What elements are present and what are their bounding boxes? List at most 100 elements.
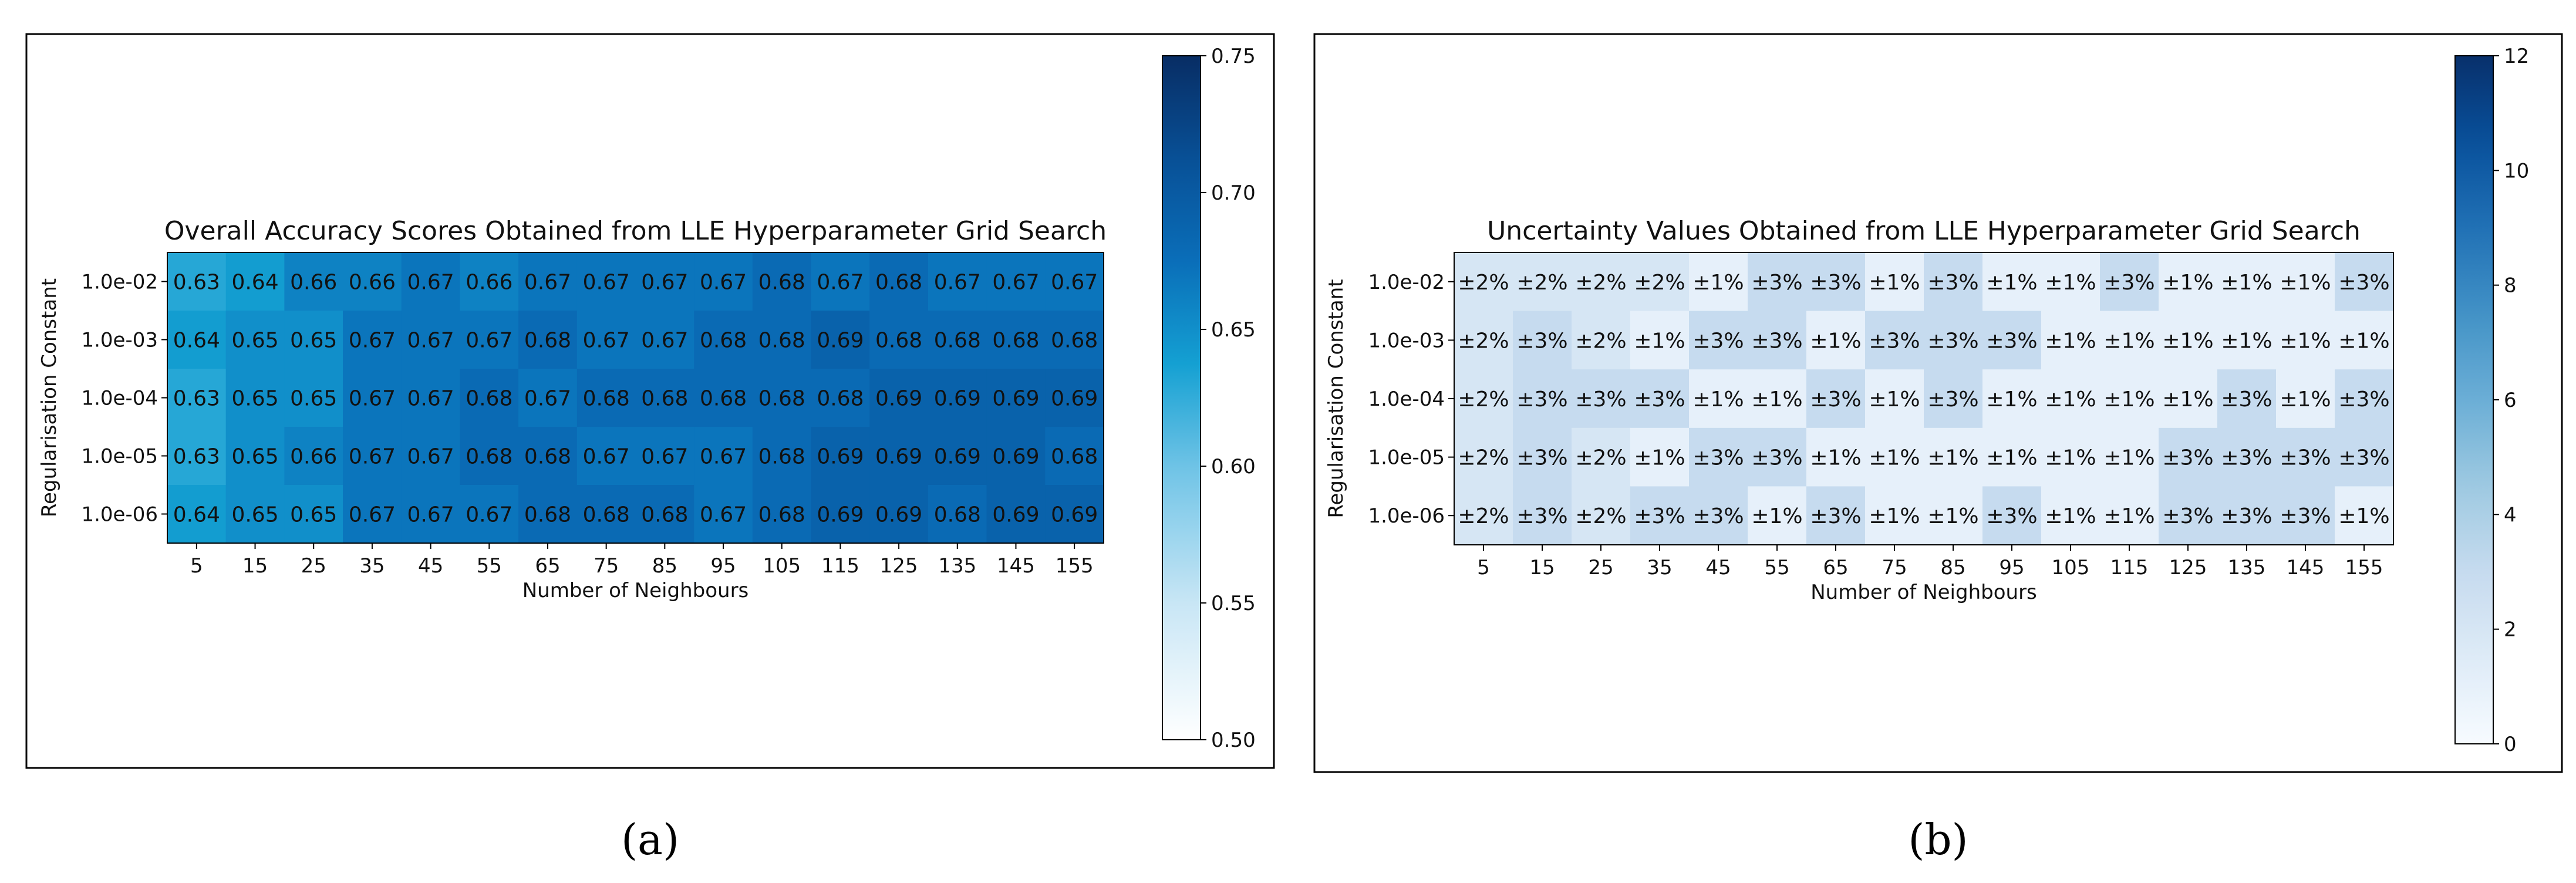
cell-value-label: 0.67 (466, 329, 512, 353)
cell-value-label: ±1% (1869, 387, 1920, 412)
cell-value-label: 0.67 (407, 387, 454, 411)
cell-value-label: 0.65 (231, 445, 278, 469)
x-tick-label: 135 (2228, 556, 2266, 579)
cell-value-label: 0.68 (700, 387, 747, 411)
heatmap-cell (1689, 486, 1748, 545)
x-tick-label: 25 (1588, 556, 1613, 579)
colorbar-tick-label: 2 (2504, 618, 2517, 642)
heatmap-cell (1924, 427, 1983, 487)
cell-value-label: 0.67 (641, 271, 688, 295)
heatmap-cell (167, 427, 227, 486)
heatmap-cell (2041, 311, 2100, 370)
cell-value-label: 0.69 (817, 329, 864, 353)
cell-value-label: 0.68 (641, 503, 688, 527)
cell-value-label: 0.69 (934, 387, 981, 411)
cell-value-label: ±3% (2338, 271, 2389, 295)
heatmap-cell (343, 311, 402, 369)
heatmap-cell (1689, 311, 1748, 370)
heatmap-cell (1630, 369, 1690, 429)
heatmap-cell (1630, 311, 1690, 370)
heatmap-cell (928, 252, 987, 311)
cell-value-label: ±2% (1458, 271, 1509, 295)
cell-value-label: ±1% (2280, 271, 2331, 295)
cell-value-label: 0.69 (992, 445, 1039, 469)
cell-value-label: 0.67 (524, 271, 571, 295)
cell-value-label: ±3% (1692, 329, 1744, 353)
cell-value-label: 0.68 (817, 387, 864, 411)
cell-value-label: ±1% (2338, 504, 2389, 528)
cell-value-label: 0.69 (1051, 503, 1098, 527)
heatmap-cell (869, 252, 929, 311)
x-tick-label: 135 (938, 554, 976, 578)
heatmap-cell (1045, 311, 1104, 369)
chart-title: Overall Accuracy Scores Obtained from LL… (164, 216, 1107, 246)
heatmap-cell (986, 427, 1046, 486)
cell-value-label: ±1% (2221, 329, 2272, 353)
cell-value-label: 0.68 (934, 503, 981, 527)
cell-value-label: ±1% (1986, 446, 2037, 470)
heatmap-cell (2276, 252, 2335, 312)
cell-value-label: 0.68 (1051, 445, 1098, 469)
cell-value-label: ±3% (2221, 387, 2272, 412)
heatmap-cell (225, 252, 285, 311)
x-tick-label: 125 (880, 554, 918, 578)
cell-value-label: 0.67 (641, 329, 688, 353)
heatmap-cell (811, 485, 870, 544)
heatmap-cell (576, 485, 636, 544)
heatmap-cell (1689, 369, 1748, 429)
cell-value-label: 0.69 (875, 445, 922, 469)
y-tick-label: 1.0e-03 (81, 329, 158, 352)
cell-value-label: 0.68 (466, 445, 512, 469)
cell-value-label: ±3% (2280, 446, 2331, 470)
cell-value-label: ±3% (1692, 504, 1744, 528)
heatmap-cell (928, 485, 987, 544)
y-axis-label: Regularisation Constant (1324, 279, 1348, 518)
heatmap-cell (225, 369, 285, 427)
cell-value-label: 0.68 (700, 329, 747, 353)
cell-value-label: 0.68 (583, 503, 630, 527)
cell-value-label: ±3% (1869, 329, 1920, 353)
cell-value-label: ±1% (2280, 329, 2331, 353)
cell-value-label: 0.67 (700, 271, 747, 295)
heatmap-cell (225, 311, 285, 369)
heatmap-cell (1689, 427, 1748, 487)
heatmap-cell (225, 427, 285, 486)
heatmap-cell (401, 252, 461, 311)
colorbar-tick-label: 0.55 (1211, 592, 1256, 615)
heatmap-cell (2100, 486, 2159, 545)
cell-value-label: ±2% (1458, 504, 1509, 528)
cell-value-label: 0.69 (992, 387, 1039, 411)
colorbar-tick-label: 6 (2504, 389, 2517, 412)
colorbar (2454, 55, 2494, 744)
heatmap-cell (1513, 369, 1572, 429)
heatmap-cell (343, 252, 402, 311)
x-axis-label: Number of Neighbours (522, 579, 749, 602)
cell-value-label: ±1% (1927, 446, 1978, 470)
cell-value-label: ±3% (1751, 271, 1802, 295)
heatmap-cell (2217, 427, 2277, 487)
cell-value-label: ±3% (1516, 329, 1567, 353)
heatmap-cell (1865, 252, 1924, 312)
heatmap-cell (1630, 427, 1690, 487)
cell-value-label: ±2% (1575, 446, 1626, 470)
x-tick-label: 115 (2110, 556, 2149, 579)
heatmap-cell (1924, 369, 1983, 429)
cell-value-label: 0.69 (875, 387, 922, 411)
x-tick-label: 155 (1056, 554, 1094, 578)
heatmap-cell (2041, 486, 2100, 545)
cell-value-label: 0.67 (817, 271, 864, 295)
cell-value-label: ±3% (1927, 271, 1978, 295)
panel-a: Overall Accuracy Scores Obtained from LL… (25, 33, 1275, 864)
accuracy-heatmap-chart: Overall Accuracy Scores Obtained from LL… (25, 33, 1275, 864)
x-axis-label: Number of Neighbours (1810, 581, 2037, 604)
heatmap-cell (1513, 252, 1572, 312)
cell-value-label: 0.67 (407, 329, 454, 353)
heatmap-cell (1982, 427, 2042, 487)
cell-value-label: 0.64 (173, 503, 220, 527)
heatmap-cell (2159, 427, 2218, 487)
heatmap-cell (694, 369, 753, 427)
uncertainty-heatmap-chart: Uncertainty Values Obtained from LLE Hyp… (1313, 33, 2563, 864)
cell-value-label: 0.66 (290, 445, 337, 469)
cell-value-label: ±1% (1810, 329, 1861, 353)
cell-value-label: ±2% (1634, 271, 1685, 295)
